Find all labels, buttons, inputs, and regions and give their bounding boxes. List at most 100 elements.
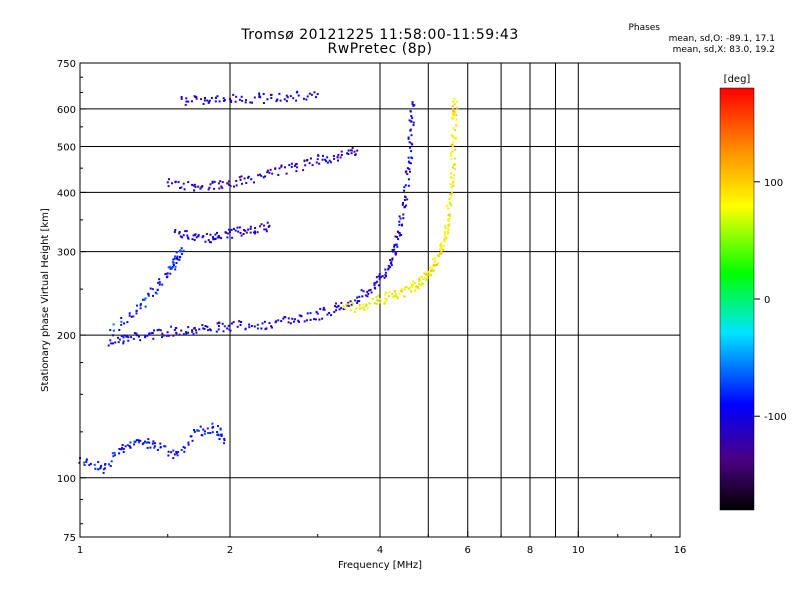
data-point xyxy=(394,294,397,297)
data-point xyxy=(390,262,393,265)
data-point xyxy=(114,341,117,344)
data-point xyxy=(118,338,121,341)
y-tick-label: 75 xyxy=(63,533,76,544)
data-point xyxy=(427,270,430,273)
data-point xyxy=(212,237,215,240)
data-point xyxy=(375,296,378,298)
data-point xyxy=(265,228,268,231)
data-point xyxy=(270,325,273,328)
data-point xyxy=(240,321,243,323)
data-point xyxy=(375,302,378,305)
data-point xyxy=(138,335,140,338)
data-point xyxy=(155,292,158,295)
data-point xyxy=(390,264,393,267)
data-point xyxy=(411,103,414,106)
x-tick-label: 1 xyxy=(77,545,83,556)
data-point xyxy=(216,236,219,239)
data-point xyxy=(256,231,259,234)
data-point xyxy=(195,95,198,98)
data-point xyxy=(241,182,243,185)
data-point xyxy=(319,307,322,310)
data-point xyxy=(203,327,206,330)
data-point xyxy=(263,224,265,227)
data-point xyxy=(235,180,238,182)
data-point xyxy=(193,429,195,431)
data-point xyxy=(223,442,225,445)
data-point xyxy=(180,186,183,189)
data-point xyxy=(410,289,413,292)
data-point xyxy=(147,438,150,441)
data-point xyxy=(170,451,173,454)
data-point xyxy=(218,321,221,324)
data-point xyxy=(371,297,374,300)
data-point xyxy=(201,185,204,188)
data-point xyxy=(259,96,262,99)
data-point xyxy=(168,178,170,181)
data-point xyxy=(349,305,352,308)
data-point xyxy=(313,91,316,94)
data-point xyxy=(112,329,115,332)
data-point xyxy=(407,136,410,139)
data-point xyxy=(136,334,138,337)
data-point xyxy=(440,250,443,253)
data-point xyxy=(216,431,219,433)
y-tick-label: 100 xyxy=(57,474,76,485)
data-point xyxy=(266,98,269,101)
data-point xyxy=(329,161,332,164)
data-point xyxy=(347,153,350,155)
data-point xyxy=(358,304,361,307)
data-point xyxy=(415,285,418,288)
data-point xyxy=(109,465,112,467)
data-point xyxy=(346,303,349,306)
data-point xyxy=(377,284,380,287)
data-point xyxy=(407,287,410,290)
data-point xyxy=(290,162,293,165)
data-point xyxy=(211,236,214,238)
data-point xyxy=(118,452,121,455)
data-point xyxy=(227,324,230,327)
data-point xyxy=(392,250,395,253)
data-point xyxy=(204,240,207,243)
data-point xyxy=(384,293,386,296)
data-point xyxy=(396,236,398,238)
data-point xyxy=(249,231,252,234)
data-point xyxy=(447,218,450,221)
data-point xyxy=(378,273,381,276)
data-point xyxy=(413,104,416,107)
data-point xyxy=(454,129,457,132)
data-point xyxy=(451,150,454,153)
data-point xyxy=(277,173,280,176)
data-point xyxy=(386,298,389,301)
data-point xyxy=(406,167,409,170)
data-point xyxy=(178,232,181,235)
data-point xyxy=(215,96,217,99)
data-point xyxy=(400,234,403,236)
data-point xyxy=(398,215,401,218)
data-point xyxy=(353,150,356,153)
data-point xyxy=(305,98,308,101)
data-point xyxy=(285,94,288,97)
data-point xyxy=(97,468,100,471)
data-point xyxy=(454,138,457,141)
data-point xyxy=(445,204,448,207)
data-point xyxy=(362,303,365,306)
data-point xyxy=(436,254,439,257)
data-point xyxy=(410,283,413,286)
data-point xyxy=(121,446,124,449)
data-point xyxy=(388,290,391,293)
data-point xyxy=(391,292,394,295)
data-point xyxy=(150,332,153,335)
x-tick-label: 8 xyxy=(527,545,533,556)
data-point xyxy=(181,252,183,255)
data-point xyxy=(156,449,159,451)
data-point xyxy=(172,449,175,452)
data-point xyxy=(250,178,253,181)
data-points xyxy=(78,90,459,474)
data-point xyxy=(185,100,188,103)
data-point xyxy=(340,301,343,304)
data-point xyxy=(120,448,123,451)
data-point xyxy=(247,175,250,178)
data-point xyxy=(186,234,189,237)
data-point xyxy=(385,275,387,278)
data-point xyxy=(395,243,398,246)
